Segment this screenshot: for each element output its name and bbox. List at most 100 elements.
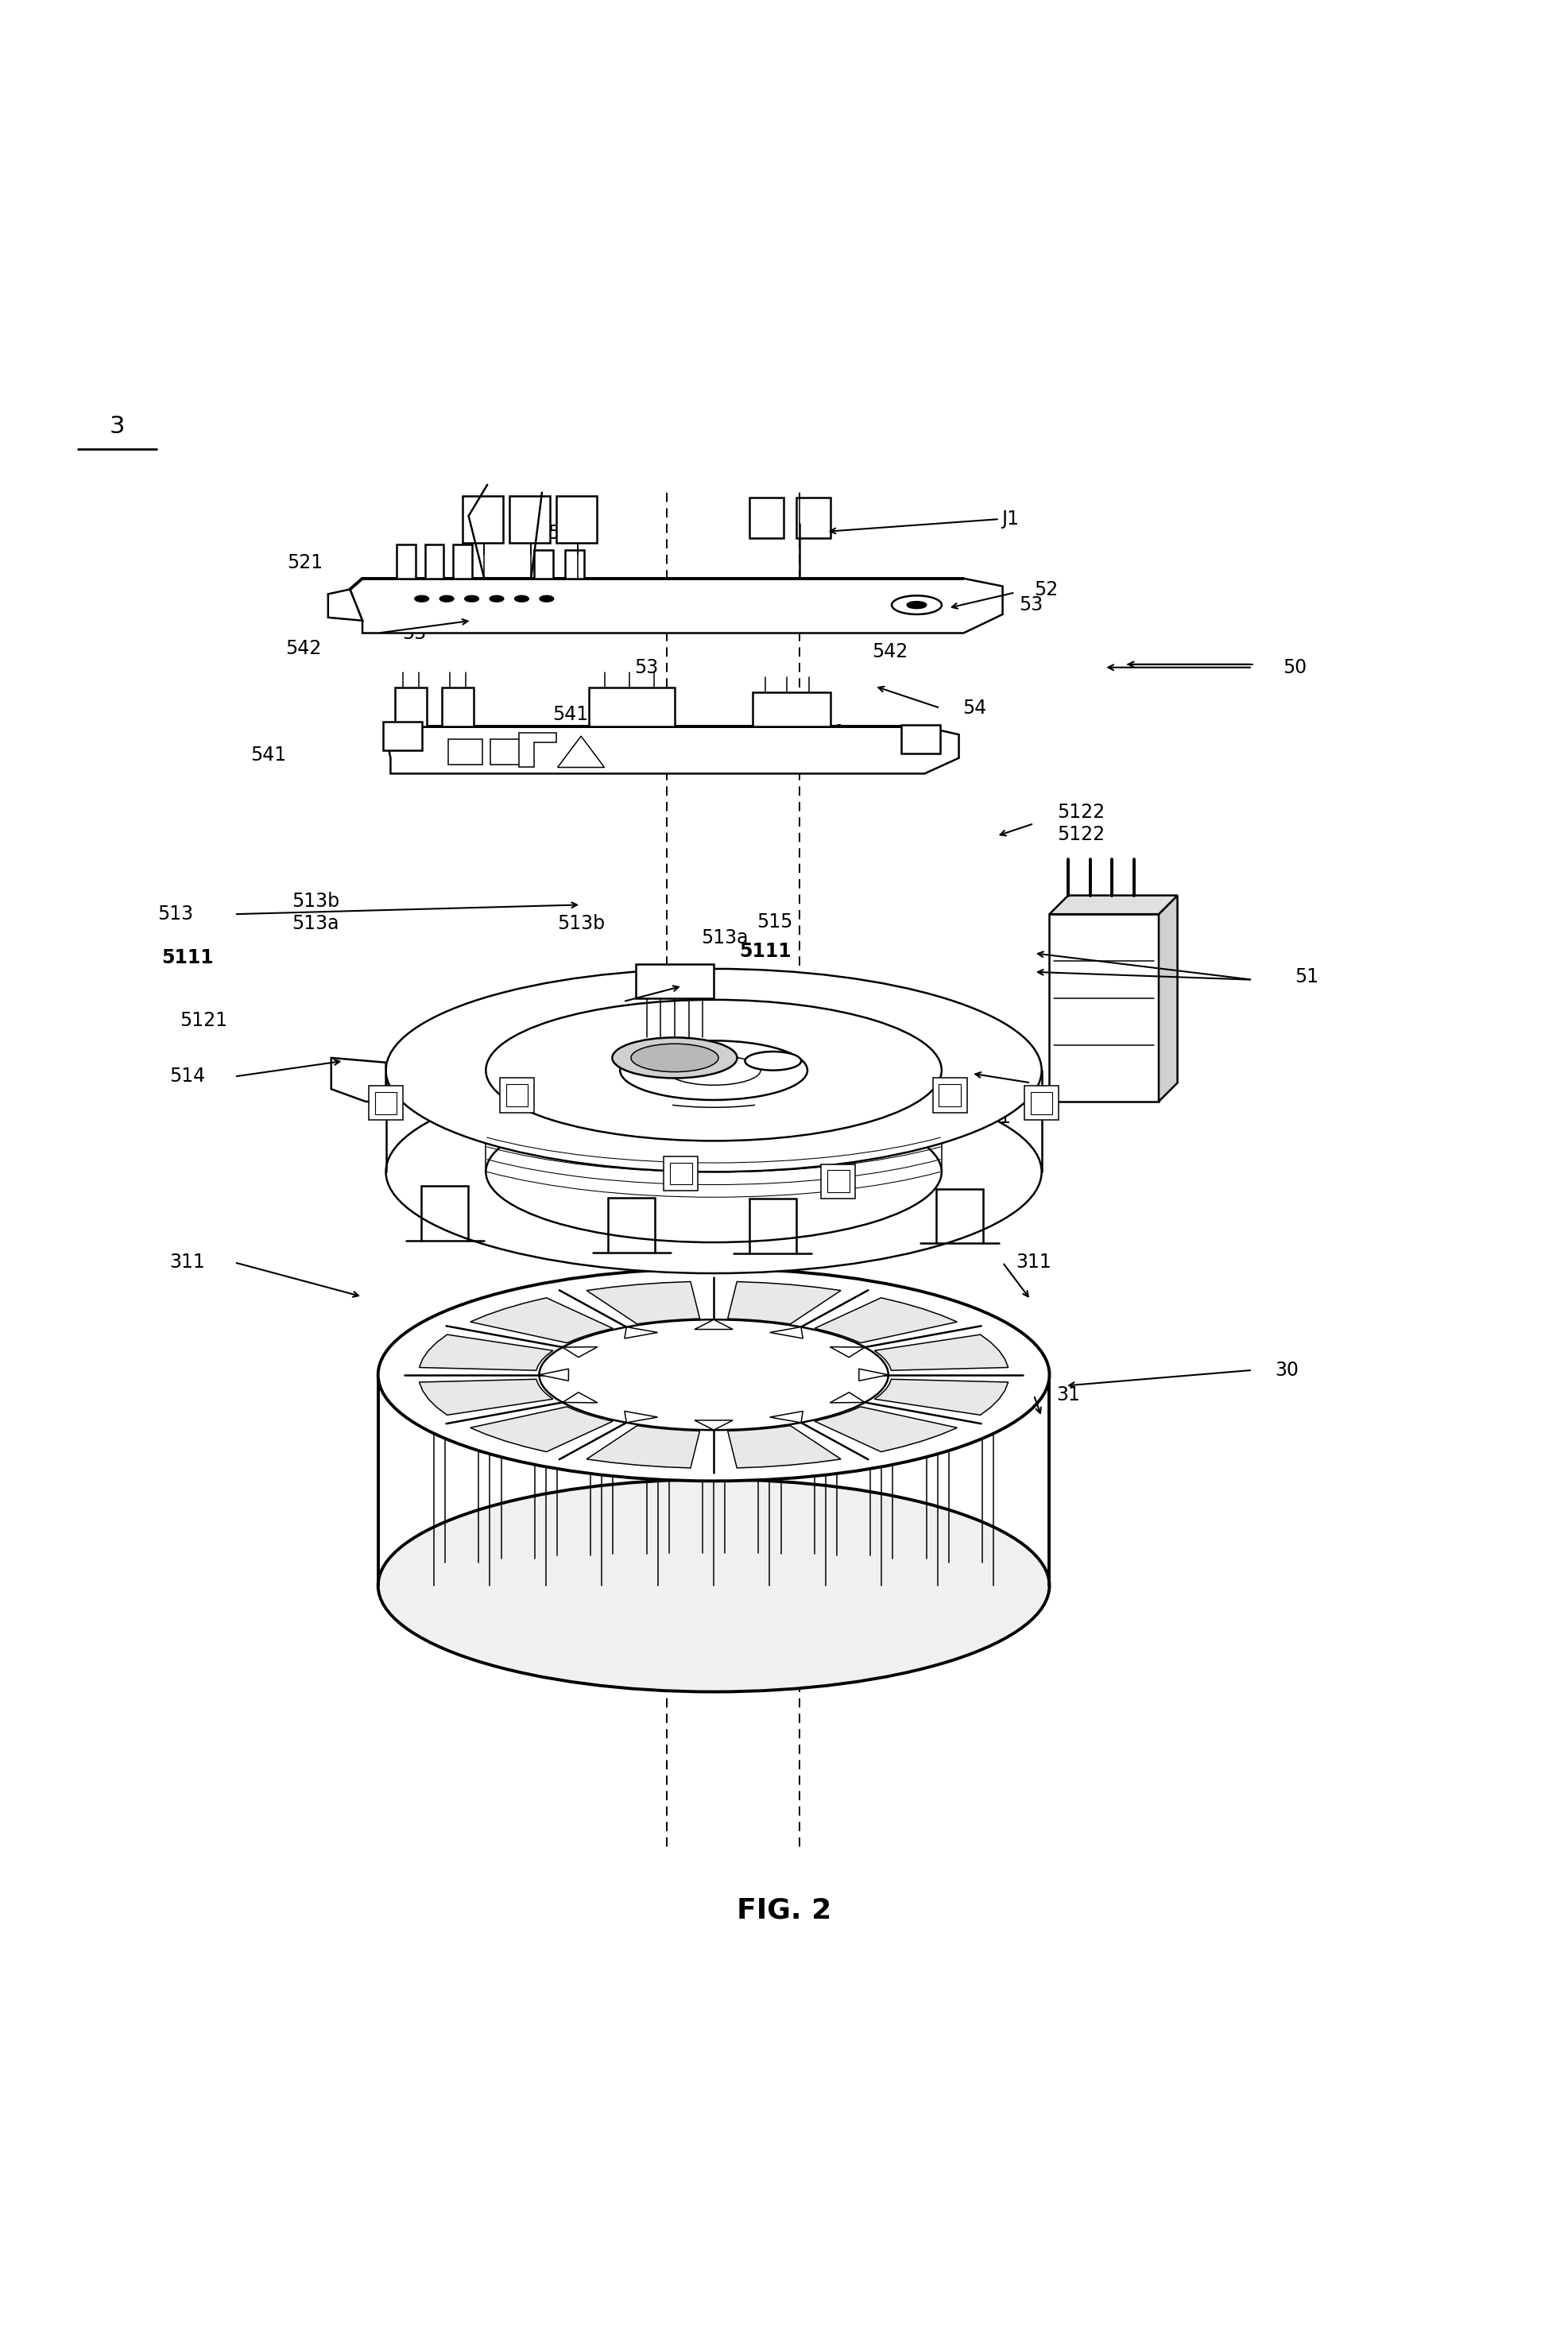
Polygon shape — [563, 1392, 597, 1404]
Text: 513: 513 — [157, 906, 193, 924]
Ellipse shape — [539, 596, 554, 603]
Text: 53: 53 — [1019, 596, 1043, 615]
Polygon shape — [470, 1297, 613, 1343]
Bar — [395, 687, 426, 726]
Text: J1: J1 — [1002, 510, 1019, 528]
Polygon shape — [815, 1406, 956, 1453]
Ellipse shape — [378, 1269, 1049, 1481]
Ellipse shape — [539, 1320, 889, 1429]
Text: 5122: 5122 — [1057, 824, 1104, 845]
Polygon shape — [770, 1411, 803, 1422]
Bar — [670, 1162, 691, 1185]
Ellipse shape — [486, 1101, 942, 1243]
Polygon shape — [558, 736, 604, 768]
Polygon shape — [539, 1369, 569, 1381]
Text: 5121: 5121 — [538, 1117, 586, 1136]
Ellipse shape — [489, 596, 503, 603]
Polygon shape — [728, 1425, 840, 1469]
Polygon shape — [1049, 896, 1178, 915]
Text: 515: 515 — [757, 913, 793, 931]
Bar — [1030, 1092, 1052, 1115]
Bar — [442, 687, 474, 726]
Text: 53: 53 — [635, 659, 659, 677]
Text: 516: 516 — [605, 992, 641, 1010]
Polygon shape — [350, 577, 1002, 633]
Polygon shape — [328, 589, 362, 622]
Bar — [902, 726, 941, 754]
Polygon shape — [1049, 915, 1159, 1101]
Bar — [535, 549, 554, 577]
Text: 513a: 513a — [701, 929, 748, 947]
Bar — [383, 722, 422, 750]
Polygon shape — [1159, 896, 1178, 1101]
Ellipse shape — [908, 603, 927, 608]
Polygon shape — [770, 1327, 803, 1339]
Text: 542: 542 — [872, 643, 908, 661]
Polygon shape — [829, 1392, 866, 1404]
Text: 514: 514 — [1051, 1073, 1087, 1092]
Bar — [500, 1078, 535, 1113]
Polygon shape — [728, 1283, 840, 1325]
Polygon shape — [419, 1334, 554, 1371]
Text: 54: 54 — [963, 698, 986, 717]
Ellipse shape — [486, 999, 942, 1141]
Ellipse shape — [612, 1038, 737, 1078]
Bar — [1024, 1085, 1058, 1120]
Text: 5121: 5121 — [963, 1108, 1011, 1127]
Text: 521: 521 — [287, 554, 323, 573]
Polygon shape — [815, 1297, 956, 1343]
Bar — [506, 1085, 528, 1106]
Text: 311: 311 — [1016, 1252, 1052, 1271]
Bar — [750, 498, 784, 538]
Bar — [635, 964, 713, 999]
Ellipse shape — [378, 1478, 1049, 1692]
Bar — [828, 1171, 850, 1192]
Bar — [425, 545, 444, 577]
Bar — [463, 496, 503, 542]
Polygon shape — [695, 1420, 732, 1429]
Polygon shape — [563, 1348, 597, 1357]
Bar — [753, 691, 831, 726]
Ellipse shape — [414, 596, 428, 603]
Bar — [397, 545, 416, 577]
Text: 51: 51 — [1295, 966, 1319, 987]
Ellipse shape — [619, 1041, 808, 1099]
Polygon shape — [859, 1369, 889, 1381]
Text: 3: 3 — [110, 414, 125, 438]
Polygon shape — [470, 1406, 613, 1453]
Text: 311: 311 — [169, 1252, 205, 1271]
Text: 513b: 513b — [557, 915, 605, 934]
Bar — [453, 545, 472, 577]
Ellipse shape — [439, 596, 453, 603]
Polygon shape — [624, 1327, 657, 1339]
Ellipse shape — [386, 1071, 1041, 1273]
Bar — [822, 1164, 856, 1199]
Ellipse shape — [892, 596, 942, 615]
Bar — [566, 549, 585, 577]
Text: 52: 52 — [1035, 580, 1058, 598]
Bar — [368, 1085, 403, 1120]
Text: 513a: 513a — [292, 915, 339, 934]
Text: 513b: 513b — [292, 892, 340, 910]
Text: 30: 30 — [1275, 1360, 1298, 1381]
Bar — [375, 1092, 397, 1115]
Ellipse shape — [745, 1052, 801, 1071]
Polygon shape — [419, 1378, 554, 1415]
Text: 5121: 5121 — [179, 1010, 227, 1029]
Polygon shape — [875, 1378, 1008, 1415]
Ellipse shape — [666, 1055, 760, 1085]
Polygon shape — [331, 1057, 386, 1101]
Bar — [557, 496, 597, 542]
Text: 514: 514 — [169, 1066, 205, 1087]
Bar — [590, 687, 674, 726]
Bar — [510, 496, 550, 542]
Text: 31: 31 — [1057, 1385, 1080, 1404]
Ellipse shape — [386, 968, 1041, 1171]
Bar — [933, 1078, 967, 1113]
Text: 5111: 5111 — [739, 943, 792, 961]
Bar — [939, 1085, 961, 1106]
Text: 514: 514 — [450, 1127, 486, 1145]
Text: 50: 50 — [1283, 659, 1306, 677]
Text: 5111: 5111 — [162, 947, 213, 968]
Text: 542: 542 — [285, 640, 321, 659]
